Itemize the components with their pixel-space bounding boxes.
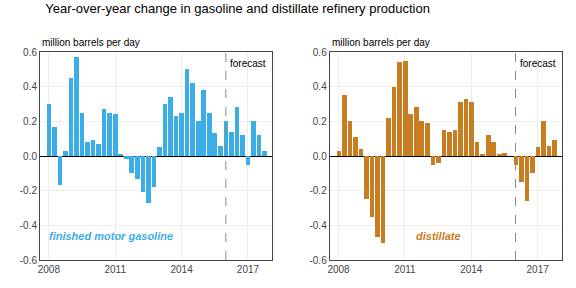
svg-text:forecast: forecast xyxy=(230,58,266,69)
svg-text:0.0: 0.0 xyxy=(313,151,327,162)
svg-text:Year-over-year change in gasol: Year-over-year change in gasoline and di… xyxy=(45,1,430,16)
svg-text:0.6: 0.6 xyxy=(23,47,37,58)
svg-text:forecast: forecast xyxy=(520,58,556,69)
svg-text:0.2: 0.2 xyxy=(313,116,327,127)
svg-text:million barrels per day: million barrels per day xyxy=(332,37,430,48)
svg-text:-0.4: -0.4 xyxy=(20,220,38,231)
svg-text:2014: 2014 xyxy=(170,264,193,275)
svg-text:-0.4: -0.4 xyxy=(309,220,327,231)
svg-text:finished motor gasoline: finished motor gasoline xyxy=(49,230,173,242)
svg-text:0.4: 0.4 xyxy=(313,81,327,92)
svg-text:2014: 2014 xyxy=(460,264,483,275)
svg-text:2008: 2008 xyxy=(327,264,350,275)
svg-text:-0.6: -0.6 xyxy=(309,255,327,266)
svg-text:2017: 2017 xyxy=(237,264,260,275)
svg-text:0.6: 0.6 xyxy=(313,47,327,58)
svg-text:million barrels per day: million barrels per day xyxy=(42,37,140,48)
svg-text:-0.2: -0.2 xyxy=(20,185,38,196)
svg-text:2011: 2011 xyxy=(394,264,416,275)
svg-text:-0.2: -0.2 xyxy=(309,185,327,196)
svg-text:2011: 2011 xyxy=(104,264,126,275)
svg-text:distillate: distillate xyxy=(416,230,461,242)
svg-text:0.2: 0.2 xyxy=(23,116,37,127)
svg-text:2017: 2017 xyxy=(527,264,550,275)
svg-text:2008: 2008 xyxy=(38,264,61,275)
svg-text:0.4: 0.4 xyxy=(23,81,37,92)
svg-text:-0.6: -0.6 xyxy=(20,255,38,266)
svg-text:0.0: 0.0 xyxy=(23,151,37,162)
